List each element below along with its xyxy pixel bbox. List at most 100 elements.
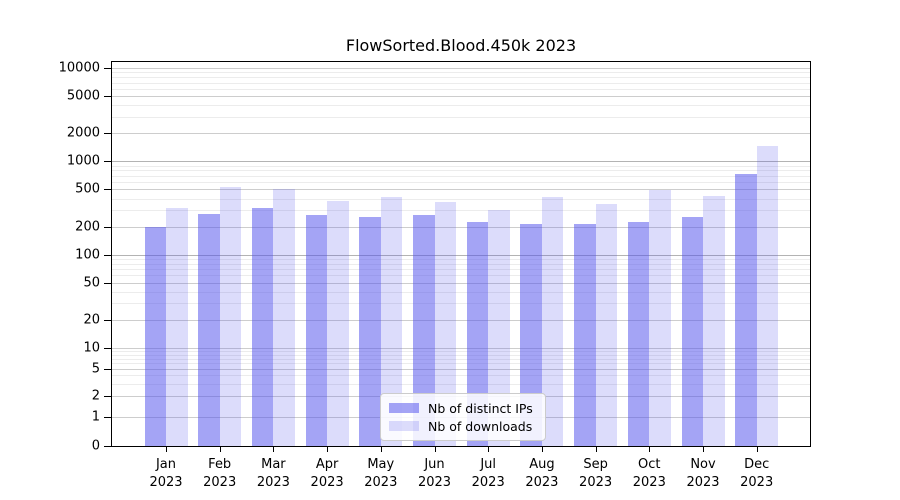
- y-axis-tick: [104, 396, 111, 398]
- x-label-year: 2023: [256, 474, 290, 490]
- gridline-minor: [112, 275, 810, 277]
- y-axis-tick: [104, 319, 111, 321]
- y-axis-tick: [104, 446, 111, 447]
- bar-downloads: [488, 210, 510, 446]
- x-axis-tick: [434, 446, 436, 452]
- y-axis-tick: [104, 189, 111, 191]
- bar-downloads: [166, 208, 188, 446]
- y-axis-tick-label: 500: [75, 181, 100, 197]
- x-label-month: Jun: [424, 457, 445, 472]
- gridline-minor: [112, 358, 810, 360]
- x-axis-tick: [166, 446, 167, 452]
- gridline-minor: [112, 351, 810, 353]
- x-label-year: 2023: [149, 474, 183, 490]
- y-axis-tick-label: 10000: [58, 60, 100, 76]
- bar-downloads: [756, 146, 779, 446]
- y-axis-tick: [104, 282, 111, 284]
- gridline-minor: [112, 105, 810, 107]
- y-axis-tick-label: 50: [83, 275, 100, 291]
- y-axis-tick: [104, 254, 111, 256]
- y-axis-tick: [104, 161, 111, 163]
- gridline-minor: [112, 77, 810, 79]
- y-axis-tick: [104, 368, 111, 370]
- x-axis-tick-label: Aug 2023: [510, 456, 574, 491]
- x-label-year: 2023: [686, 474, 720, 490]
- x-axis-tick-label: Oct 2023: [617, 456, 681, 491]
- x-label-month: May: [367, 457, 395, 472]
- gridline-minor: [112, 165, 810, 167]
- x-label-month: Mar: [261, 457, 286, 472]
- x-axis-tick-label: Mar 2023: [241, 456, 305, 491]
- x-label-year: 2023: [632, 474, 666, 490]
- bar-distinct-ips: [735, 174, 757, 446]
- gridline-emphasized: [112, 254, 810, 256]
- y-axis-tick-label: 10: [83, 340, 100, 356]
- gridline-major: [112, 133, 810, 135]
- y-axis-tick-label: 0: [91, 438, 100, 454]
- legend-swatch-distinct-ips: [389, 403, 419, 413]
- gridline-minor: [112, 258, 810, 260]
- y-axis-tick-label: 1000: [66, 153, 100, 169]
- x-label-year: 2023: [471, 474, 505, 490]
- x-label-year: 2023: [525, 474, 559, 490]
- bar-downloads: [649, 190, 671, 446]
- legend-item-downloads: Nb of downloads: [389, 418, 537, 434]
- x-axis-tick-label: Jul 2023: [456, 456, 520, 491]
- gridline-major: [112, 319, 810, 321]
- gridline-major: [112, 96, 810, 98]
- gridline-emphasized: [112, 161, 810, 163]
- y-axis-tick-label: 100: [75, 247, 100, 263]
- bar-distinct-ips: [520, 224, 542, 446]
- gridline-minor: [112, 170, 810, 172]
- y-axis-tick-label: 200: [75, 219, 100, 235]
- x-label-year: 2023: [579, 474, 613, 490]
- bar-distinct-ips: [198, 214, 220, 446]
- x-label-year: 2023: [364, 474, 398, 490]
- bar-downloads: [434, 202, 456, 446]
- bar-distinct-ips: [574, 224, 596, 446]
- bar-downloads: [380, 197, 403, 446]
- gridline-minor: [112, 303, 810, 305]
- gridline-minor: [112, 363, 810, 365]
- x-axis-tick-label: May 2023: [349, 456, 413, 491]
- gridline-major: [112, 68, 810, 70]
- gridline-minor: [112, 175, 810, 177]
- gridline-major: [112, 348, 810, 349]
- gridline-minor: [112, 88, 810, 90]
- y-axis-tick: [104, 68, 111, 70]
- x-label-year: 2023: [417, 474, 452, 490]
- gridline-minor: [112, 375, 810, 377]
- gridline-minor: [112, 198, 810, 200]
- gridline-major: [112, 368, 810, 370]
- x-axis-tick: [649, 446, 651, 452]
- gridline-minor: [112, 116, 810, 118]
- x-label-month: Feb: [208, 457, 232, 472]
- x-axis-tick-label: Feb 2023: [188, 456, 252, 491]
- bar-downloads: [327, 200, 349, 446]
- x-axis-tick: [703, 446, 704, 452]
- legend-label-distinct-ips: Nb of distinct IPs: [428, 400, 533, 416]
- gridline-major: [112, 189, 810, 191]
- y-axis-tick: [104, 226, 111, 228]
- legend: Nb of distinct IPs Nb of downloads: [380, 393, 546, 441]
- x-axis-tick-label: Jan 2023: [134, 456, 198, 491]
- x-axis-tick-label: Dec 2023: [725, 456, 789, 491]
- x-label-year: 2023: [203, 474, 237, 490]
- x-axis-tick-label: Apr 2023: [295, 456, 359, 491]
- bar-distinct-ips: [144, 226, 166, 446]
- y-axis-tick-label: 2000: [66, 125, 100, 141]
- bar-distinct-ips: [305, 215, 328, 446]
- bar-downloads: [595, 203, 618, 446]
- bar-distinct-ips: [251, 207, 274, 446]
- x-label-month: Sep: [583, 457, 608, 472]
- x-label-month: Oct: [638, 457, 661, 472]
- bar-distinct-ips: [627, 222, 650, 446]
- x-axis-tick: [327, 446, 329, 452]
- x-axis-tick-label: Jun 2023: [403, 456, 467, 491]
- y-axis-tick-label: 5: [91, 361, 100, 377]
- gridline-minor: [112, 210, 810, 212]
- bar-distinct-ips: [681, 216, 703, 446]
- gridline-minor: [112, 384, 810, 386]
- x-axis-tick: [756, 446, 758, 452]
